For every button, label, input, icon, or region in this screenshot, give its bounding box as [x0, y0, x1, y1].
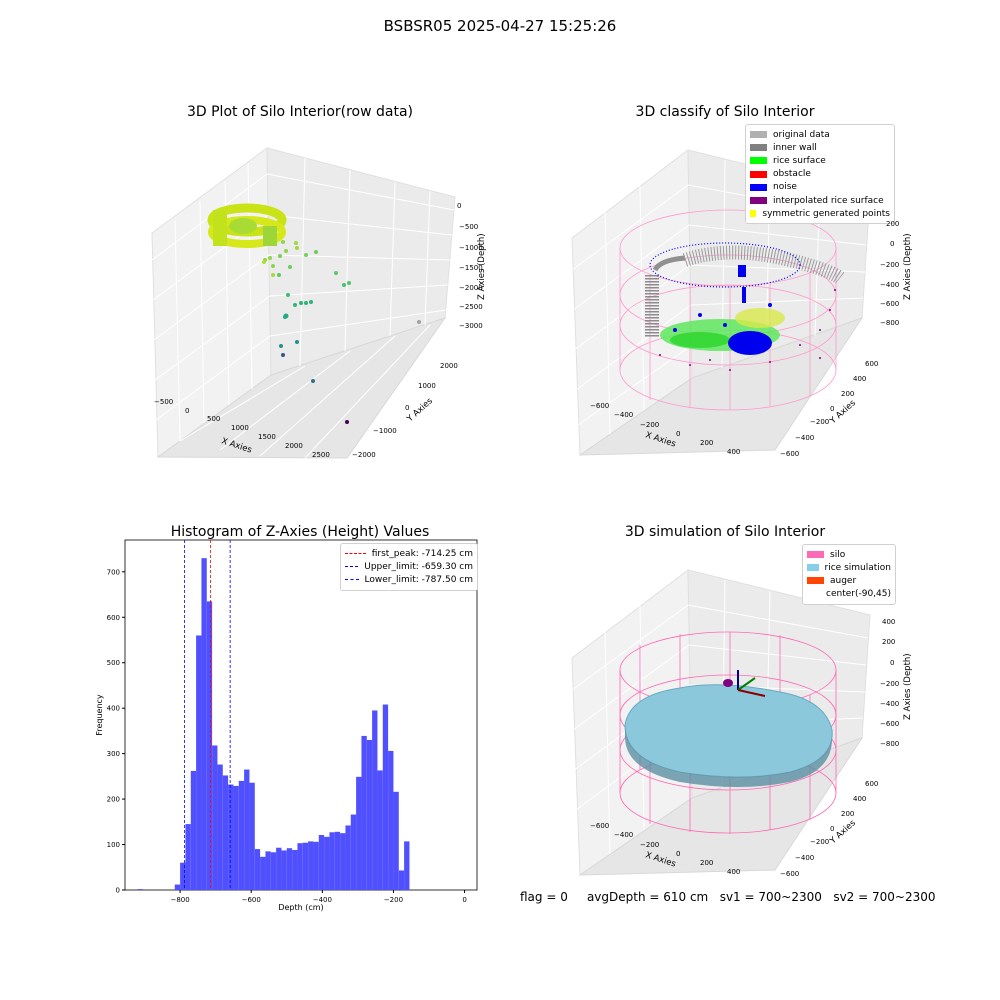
figure-title: BSBSR05 2025-04-27 15:25:26 [383, 17, 617, 35]
classify-noise-ring [649, 242, 801, 288]
classify-panel-title: 3D classify of Silo Interior [635, 104, 815, 120]
legend-line [345, 579, 359, 581]
classify-3d-axes [571, 149, 871, 456]
legend-swatch [807, 590, 820, 598]
legend-swatch [750, 197, 767, 205]
classify-legend: original data inner wall rice surface ob… [745, 124, 895, 225]
legend-line [345, 566, 359, 568]
raw-data-panel: 3D Plot of Silo Interior(row data) [140, 100, 480, 480]
legend-item: noise [750, 181, 890, 194]
simulation-panel: 3D simulation of Silo Interior [560, 520, 920, 900]
legend-item: auger [807, 574, 891, 587]
rice-simulation-surface [624, 684, 833, 778]
avg-depth-text: avgDepth = 610 cm [586, 890, 709, 904]
simulation-3d-axes [571, 569, 871, 876]
simulation-title: 3D simulation of Silo Interior [624, 524, 826, 540]
raw-panel-title: 3D Plot of Silo Interior(row data) [186, 104, 414, 120]
legend-swatch [807, 564, 819, 572]
legend-item: interpolated rice surface [750, 194, 890, 207]
classify-interpolated-points [659, 289, 836, 371]
legend-swatch [750, 144, 767, 152]
classify-inner-wall [645, 245, 845, 338]
legend-item: silo [807, 548, 891, 561]
classify-panel: 3D classify of Silo Interior [560, 100, 920, 480]
legend-swatch [750, 157, 767, 165]
legend-item: symmetric generated points [750, 207, 890, 220]
histogram-panel: Histogram of Z-Axies (Height) Values [90, 520, 490, 920]
legend-item: rice surface [750, 154, 890, 167]
simulation-legend: silo rice simulation auger center(-90,45… [802, 544, 896, 605]
legend-item: inner wall [750, 141, 890, 154]
classify-noise-points [673, 265, 772, 355]
legend-item: Upper_limit: -659.30 cm [345, 560, 473, 573]
sv2-text: sv2 = 700~2300 [833, 890, 936, 904]
raw-ring-cloud [207, 203, 287, 248]
legend-swatch [750, 170, 767, 178]
legend-swatch [750, 210, 757, 218]
raw-3d-axes: −500 0 500 1000 1500 2000 2500 [151, 147, 456, 459]
histogram-legend: first_peak: -714.25 cm Upper_limit: -659… [340, 543, 478, 591]
raw-grid [151, 157, 455, 459]
auger-marker [723, 670, 766, 697]
flag-text: flag = 0 [520, 890, 568, 904]
sv1-text: sv1 = 700~2300 [719, 890, 822, 904]
legend-item: center(-90,45) [807, 588, 891, 601]
legend-item: Lower_limit: -787.50 cm [345, 573, 473, 586]
raw-scatter-points [262, 240, 421, 424]
status-footer: flag = 0 avgDepth = 610 cm sv1 = 700~230… [520, 890, 936, 904]
legend-item: rice simulation [807, 561, 891, 574]
rice-simulation-side [625, 725, 833, 787]
legend-swatch [807, 577, 824, 585]
legend-swatch [750, 131, 767, 139]
classify-floor-pane [578, 317, 864, 456]
legend-item: obstacle [750, 168, 890, 181]
legend-item: first_peak: -714.25 cm [345, 547, 473, 560]
legend-line [345, 553, 366, 555]
legend-swatch [750, 183, 767, 191]
legend-item: original data [750, 128, 890, 141]
histogram-title: Histogram of Z-Axies (Height) Values [170, 524, 430, 540]
legend-swatch [807, 551, 824, 559]
